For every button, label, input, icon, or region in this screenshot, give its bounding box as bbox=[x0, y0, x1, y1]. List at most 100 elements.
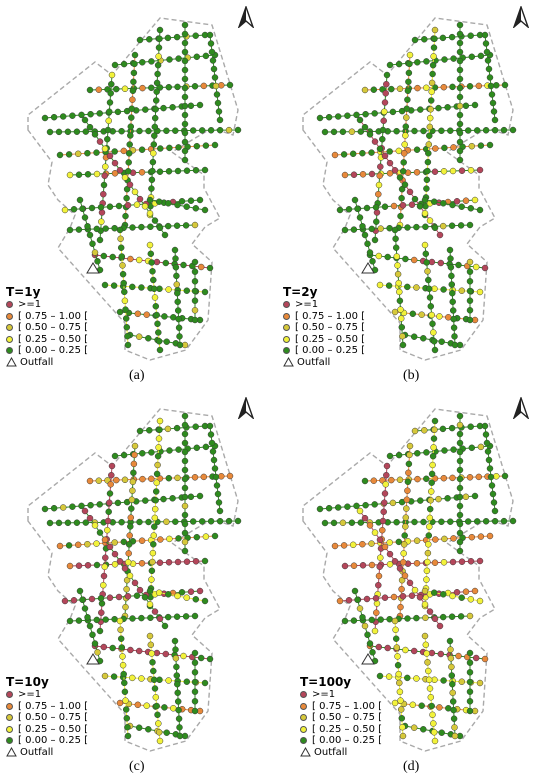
network-node bbox=[139, 475, 146, 483]
network-node bbox=[396, 679, 403, 687]
network-node bbox=[477, 533, 485, 540]
network-node bbox=[372, 204, 380, 211]
network-node bbox=[423, 475, 430, 483]
network-node bbox=[183, 558, 191, 565]
network-node bbox=[386, 539, 393, 546]
network-node bbox=[120, 60, 128, 68]
network-node bbox=[234, 517, 242, 525]
network-node bbox=[361, 514, 369, 522]
network-node bbox=[150, 285, 158, 293]
network-node bbox=[391, 558, 399, 565]
network-node bbox=[394, 270, 402, 278]
network-node bbox=[65, 151, 73, 158]
network-node bbox=[431, 737, 439, 745]
network-node bbox=[130, 469, 137, 477]
network-node bbox=[178, 198, 186, 205]
network-node bbox=[456, 102, 464, 110]
network-node bbox=[173, 33, 181, 41]
network-node bbox=[174, 474, 181, 482]
network-node bbox=[339, 128, 347, 136]
network-node bbox=[69, 503, 76, 510]
network-node bbox=[450, 144, 457, 151]
network-node bbox=[93, 616, 101, 624]
network-node bbox=[202, 443, 210, 451]
network-node bbox=[430, 720, 437, 727]
network-node bbox=[468, 142, 476, 150]
network-node bbox=[359, 562, 367, 569]
legend-dot-icon bbox=[300, 702, 307, 710]
network-node bbox=[399, 332, 406, 340]
network-node bbox=[111, 148, 118, 155]
network-node bbox=[136, 518, 143, 526]
network-node bbox=[148, 58, 155, 65]
network-node bbox=[369, 649, 376, 656]
network-node bbox=[56, 151, 64, 159]
network-node bbox=[94, 258, 101, 265]
network-node bbox=[174, 307, 182, 314]
legend-dot-icon bbox=[300, 714, 307, 722]
network-node bbox=[418, 702, 425, 709]
network-node bbox=[142, 106, 149, 113]
network-node bbox=[104, 135, 111, 143]
legend-item: [ 0.00 – 0.25 [ bbox=[6, 345, 88, 357]
network-node bbox=[397, 697, 404, 704]
network-node bbox=[401, 572, 409, 579]
network-node bbox=[413, 614, 420, 622]
network-node bbox=[155, 338, 163, 345]
network-node bbox=[101, 281, 109, 289]
network-node bbox=[340, 151, 348, 158]
network-node bbox=[148, 185, 155, 192]
legend-dot-icon bbox=[6, 324, 13, 332]
network-node bbox=[50, 504, 58, 512]
network-node bbox=[150, 532, 158, 539]
network-node bbox=[467, 167, 475, 174]
legend-item: [ 0.75 – 1.00 [ bbox=[283, 311, 365, 323]
network-node bbox=[172, 655, 180, 662]
network-node bbox=[121, 476, 129, 484]
network-node bbox=[475, 473, 483, 481]
network-node bbox=[462, 197, 470, 204]
network-node bbox=[86, 622, 94, 630]
network-node bbox=[402, 132, 409, 139]
network-node bbox=[180, 261, 187, 269]
network-node bbox=[122, 706, 130, 713]
network-node bbox=[96, 110, 103, 117]
network-node bbox=[409, 310, 417, 318]
network-node bbox=[477, 142, 485, 149]
network-node bbox=[476, 166, 484, 174]
network-node bbox=[123, 585, 130, 593]
network-node bbox=[376, 145, 384, 153]
network-node bbox=[119, 661, 127, 669]
network-node bbox=[176, 341, 184, 349]
network-node bbox=[396, 288, 403, 296]
network-node bbox=[361, 477, 369, 485]
network-node bbox=[456, 529, 464, 537]
network-node bbox=[441, 447, 448, 454]
network-node bbox=[61, 597, 69, 605]
network-node bbox=[400, 541, 408, 548]
network-node bbox=[129, 478, 137, 486]
network-node bbox=[426, 123, 434, 131]
network-node bbox=[418, 311, 425, 318]
network-node bbox=[398, 194, 405, 202]
network-node bbox=[106, 108, 113, 115]
network-node bbox=[468, 533, 476, 541]
network-node bbox=[458, 678, 466, 685]
network-node bbox=[165, 168, 173, 175]
network-node bbox=[477, 52, 485, 60]
network-node bbox=[406, 60, 413, 68]
network-node bbox=[131, 51, 139, 59]
network-node bbox=[450, 446, 457, 453]
network-node bbox=[191, 278, 199, 285]
pipe-segment bbox=[394, 702, 476, 712]
network-node bbox=[404, 96, 411, 103]
network-node bbox=[411, 195, 419, 203]
network-node bbox=[371, 501, 378, 508]
network-node bbox=[364, 631, 371, 639]
network-node bbox=[468, 53, 476, 61]
pipe-segment bbox=[149, 29, 161, 216]
network-node bbox=[181, 102, 189, 110]
network-node bbox=[191, 83, 199, 90]
network-node bbox=[384, 253, 391, 261]
network-node bbox=[145, 127, 152, 135]
